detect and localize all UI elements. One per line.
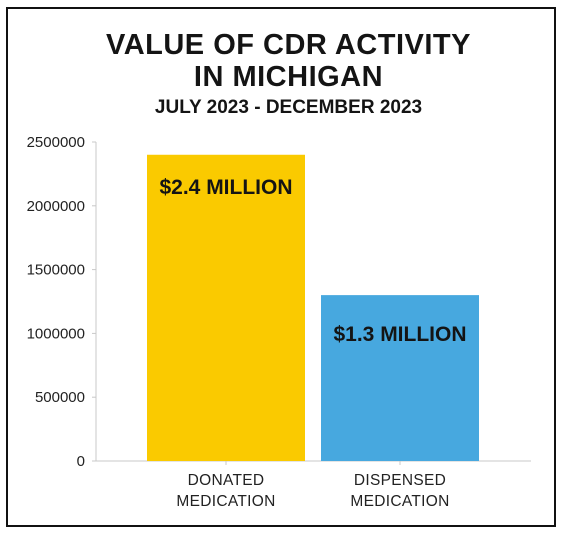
bar-data-label: $1.3 MILLION [333,323,466,346]
x-category-label: DONATED [188,472,265,489]
y-tick-label: 2000000 [27,198,85,215]
chart-subtitle: JULY 2023 - DECEMBER 2023 [154,97,423,118]
bar-data-label: $2.4 MILLION [159,176,292,199]
y-tick-label: 0 [77,453,85,470]
x-category-label: DISPENSED [354,472,446,489]
bar [147,154,305,461]
y-tick-label: 500000 [35,389,85,406]
x-category-label: MEDICATION [176,493,275,510]
y-tick-label: 2500000 [27,134,85,151]
y-tick-label: 1000000 [27,325,85,342]
x-category-label: MEDICATION [350,493,449,510]
y-tick-label: 1500000 [27,262,85,279]
chart-title-line-1: VALUE OF CDR ACTIVITY [106,29,471,61]
chart-title-line-2: IN MICHIGAN [193,61,384,93]
bar [321,295,479,461]
